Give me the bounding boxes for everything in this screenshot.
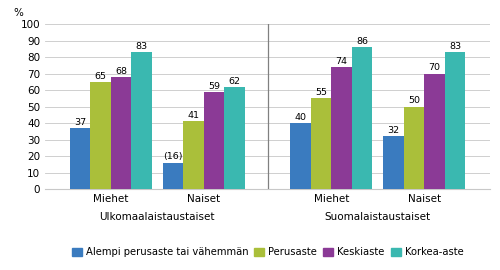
Text: 83: 83 (136, 42, 147, 51)
Text: 68: 68 (115, 67, 127, 76)
Text: 83: 83 (449, 42, 462, 51)
Bar (110, 77, 132, 189)
Bar (290, 123, 310, 189)
Text: 62: 62 (228, 77, 240, 86)
Bar (132, 52, 152, 189)
Text: 59: 59 (208, 82, 220, 90)
Bar (445, 52, 466, 189)
Text: %: % (14, 8, 24, 18)
Bar (383, 136, 404, 189)
Text: 32: 32 (388, 126, 400, 135)
Text: 37: 37 (74, 118, 86, 127)
Bar (90, 82, 110, 189)
Text: 70: 70 (428, 63, 440, 72)
Bar (352, 47, 372, 189)
Legend: Alempi perusaste tai vähemmän, Perusaste, Keskiaste, Korkea-aste: Alempi perusaste tai vähemmän, Perusaste… (68, 244, 468, 261)
Bar (404, 107, 424, 189)
Text: 40: 40 (294, 113, 306, 122)
Text: 55: 55 (315, 88, 327, 97)
Text: Suomalaistaustaiset: Suomalaistaustaiset (324, 212, 431, 222)
Text: 50: 50 (408, 96, 420, 105)
Text: 74: 74 (336, 57, 347, 66)
Text: 65: 65 (94, 72, 106, 81)
Text: Ulkomaalaistaustaiset: Ulkomaalaistaustaiset (100, 212, 215, 222)
Text: 41: 41 (188, 111, 200, 120)
Bar (162, 163, 183, 189)
Bar (224, 87, 245, 189)
Bar (331, 67, 352, 189)
Bar (424, 74, 445, 189)
Text: 86: 86 (356, 37, 368, 46)
Text: (16): (16) (163, 152, 182, 161)
Bar (183, 122, 204, 189)
Bar (310, 98, 331, 189)
Bar (70, 128, 90, 189)
Bar (204, 92, 225, 189)
